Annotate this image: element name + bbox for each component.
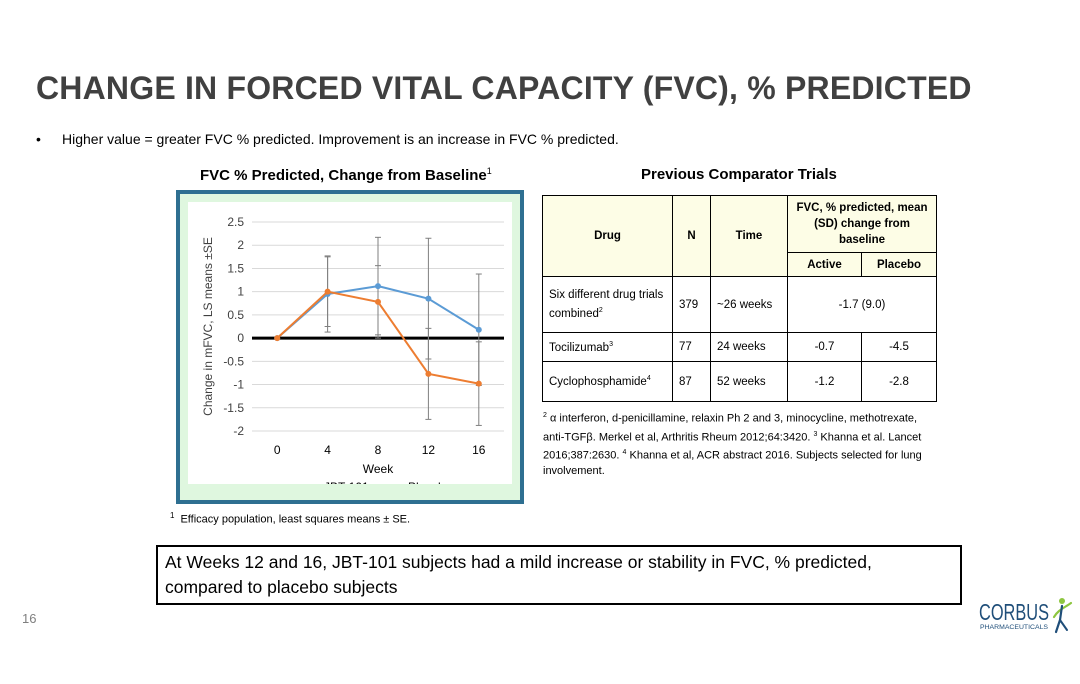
drug-name: Six different drug trials combined	[549, 289, 664, 320]
header-time: Time	[710, 195, 788, 277]
y-tick-label: -0.5	[223, 354, 244, 368]
header-drug: Drug	[542, 195, 673, 277]
drug-footnote-mark: 3	[609, 340, 613, 348]
chart-title-footnote-mark: 1	[486, 166, 492, 176]
drug-name: Cyclophosphamide	[549, 375, 647, 388]
table-header-row: Drug N Time FVC, % predicted, mean (SD) …	[542, 195, 937, 277]
header-fvc: FVC, % predicted, mean (SD) change from …	[787, 195, 937, 253]
y-tick-label: -1	[233, 378, 244, 392]
data-point	[475, 326, 482, 333]
data-point	[274, 335, 281, 342]
chart-footnote-mark: 1	[170, 511, 175, 520]
logo-wordmark: CORBUS	[979, 599, 1049, 625]
legend-label: Placebo	[408, 480, 452, 484]
logo-figure-icon	[1052, 598, 1073, 634]
cell-combined: -1.7 (9.0)	[787, 276, 937, 333]
y-tick-label: 2.5	[227, 215, 244, 229]
legend-label: JBT-101	[324, 480, 369, 484]
cell-active: -0.7	[787, 332, 862, 362]
comparator-title: Previous Comparator Trials	[641, 166, 837, 183]
y-tick-label: 0	[237, 331, 244, 345]
x-axis-label: Week	[363, 462, 394, 476]
page-number: 16	[22, 611, 37, 626]
chart-title: FVC % Predicted, Change from Baseline1	[200, 166, 492, 184]
x-tick-label: 12	[422, 443, 436, 457]
cell-n: 87	[672, 361, 711, 402]
comparator-table: Drug N Time FVC, % predicted, mean (SD) …	[542, 195, 937, 402]
chart-footnote: 1 Efficacy population, least squares mean…	[170, 511, 410, 526]
table-subheader-row: Active Placebo	[543, 252, 937, 277]
header-active: Active	[787, 252, 862, 277]
fvc-line-chart: 2.5 2 1.5 1 0.5 0 -0.5 -1 -1.5 -2 0 4 8 12 16 Week Chang…	[201, 215, 504, 484]
bullet-text: Higher value = greater FVC % predicted. …	[62, 131, 619, 147]
reference-mark: 4	[622, 449, 627, 457]
data-point	[375, 298, 381, 305]
logo-subtext: PHARMACEUTICALS	[980, 624, 1049, 631]
cell-n: 379	[672, 276, 711, 333]
cell-time: ~26 weeks	[710, 276, 788, 333]
cell-time: 52 weeks	[710, 361, 788, 402]
data-point	[475, 380, 482, 387]
reference-mark: 2	[543, 412, 547, 419]
data-point	[425, 295, 432, 302]
table-row: Six different drug trials combined2 379 …	[542, 276, 937, 333]
chart-footnote-text: Efficacy population, least squares means…	[180, 513, 411, 526]
data-point	[324, 288, 331, 295]
cell-placebo: -2.8	[861, 361, 937, 402]
y-tick-label: -2	[233, 424, 244, 438]
reference-mark: 3	[813, 430, 818, 438]
y-tick-label: -1.5	[223, 401, 244, 415]
y-tick-label: 0.5	[227, 308, 244, 322]
reference-text: Khanna et al. Lancet 2016;387:2630.	[543, 431, 922, 462]
conclusion-callout: At Weeks 12 and 16, JBT-101 subjects had…	[156, 545, 962, 605]
comparator-references: 2 α interferon, d-penicillamine, relaxin…	[543, 408, 941, 479]
chart-area: 2.5 2 1.5 1 0.5 0 -0.5 -1 -1.5 -2 0 4 8 12 16 Week Chang…	[188, 202, 512, 484]
cell-drug: Six different drug trials combined2	[542, 276, 673, 333]
table-row: Cyclophosphamide4 87 52 weeks -1.2 -2.8	[542, 361, 937, 402]
chart-frame: 2.5 2 1.5 1 0.5 0 -0.5 -1 -1.5 -2 0 4 8 12 16 Week Chang…	[176, 190, 524, 504]
y-tick-label: 1.5	[227, 261, 244, 275]
cell-drug: Cyclophosphamide4	[542, 361, 673, 402]
reference-text: α interferon, d-penicillamine, relaxin P…	[543, 412, 918, 444]
drug-footnote-mark: 4	[646, 375, 651, 383]
header-placebo: Placebo	[861, 252, 937, 277]
x-tick-label: 8	[375, 443, 382, 457]
reference-text: Khanna et al, ACR abstract 2016. Subject…	[543, 449, 922, 477]
y-axis-label: Change in mFVC, LS means ±SE	[201, 237, 215, 416]
cell-n: 77	[672, 332, 711, 362]
bullet-point: • Higher value = greater FVC % predicted.…	[36, 131, 619, 147]
cell-time: 24 weeks	[710, 332, 788, 362]
table-row: Tocilizumab3 77 24 weeks -0.7 -4.5	[542, 332, 937, 362]
slide-title: CHANGE IN FORCED VITAL CAPACITY (FVC), %…	[36, 70, 972, 106]
cell-active: -1.2	[787, 361, 862, 402]
x-tick-label: 16	[472, 443, 486, 457]
drug-footnote-mark: 2	[598, 307, 603, 315]
corbus-logo: CORBUS PHARMACEUTICALS	[979, 598, 1073, 634]
y-tick-label: 1	[237, 285, 244, 299]
cell-drug: Tocilizumab3	[542, 332, 673, 362]
header-n: N	[672, 195, 711, 277]
y-tick-label: 2	[237, 238, 244, 252]
x-tick-label: 0	[274, 443, 281, 457]
data-point	[375, 283, 381, 290]
bullet-symbol: •	[36, 131, 41, 147]
data-point	[425, 370, 432, 377]
cell-placebo: -4.5	[861, 332, 937, 362]
drug-name: Tocilizumab	[549, 341, 610, 354]
x-tick-label: 4	[324, 443, 331, 457]
chart-title-text: FVC % Predicted, Change from Baseline	[200, 167, 487, 184]
